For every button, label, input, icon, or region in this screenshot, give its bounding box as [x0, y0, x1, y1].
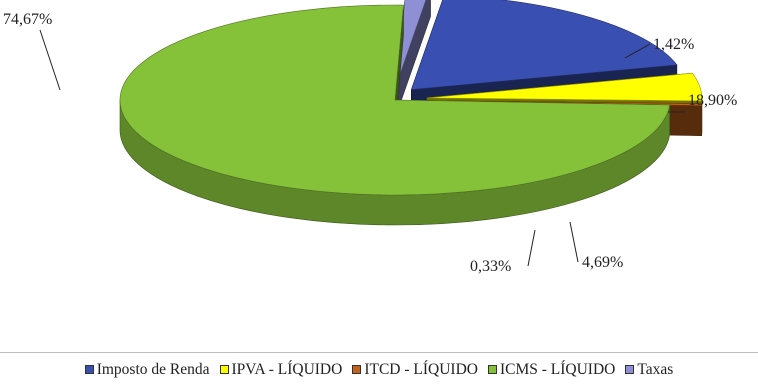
legend: Imposto de Renda IPVA - LÍQUIDO ITCD - L…: [0, 352, 758, 386]
data-label: 0,33%: [470, 258, 511, 275]
data-label: 1,42%: [653, 36, 694, 53]
legend-item-taxas: Taxas: [625, 361, 673, 379]
data-label: 18,90%: [688, 92, 737, 109]
legend-swatch: [625, 365, 634, 374]
leader-line: [40, 30, 60, 90]
legend-item-itcd: ITCD - LÍQUIDO: [352, 361, 478, 379]
legend-label: Imposto de Renda: [97, 361, 210, 379]
pie-slices: [120, 0, 702, 225]
legend-label: IPVA - LÍQUIDO: [232, 361, 343, 379]
legend-label: ITCD - LÍQUIDO: [364, 361, 478, 379]
legend-item-imposto-de-renda: Imposto de Renda: [85, 361, 210, 379]
legend-swatch: [488, 365, 497, 374]
legend-item-ipva: IPVA - LÍQUIDO: [220, 361, 343, 379]
pie-chart: 18,90% 4,69% 0,33% 74,67% 1,42%: [0, 0, 758, 340]
data-label: 4,69%: [582, 254, 623, 271]
leader-line: [570, 222, 578, 262]
legend-swatch: [85, 365, 94, 374]
data-label: 74,67%: [3, 11, 52, 28]
legend-label: Taxas: [637, 361, 673, 379]
legend-swatch: [220, 365, 229, 374]
leader-line: [528, 230, 535, 266]
legend-item-icms: ICMS - LÍQUIDO: [488, 361, 615, 379]
legend-label: ICMS - LÍQUIDO: [500, 361, 615, 379]
legend-swatch: [352, 365, 361, 374]
